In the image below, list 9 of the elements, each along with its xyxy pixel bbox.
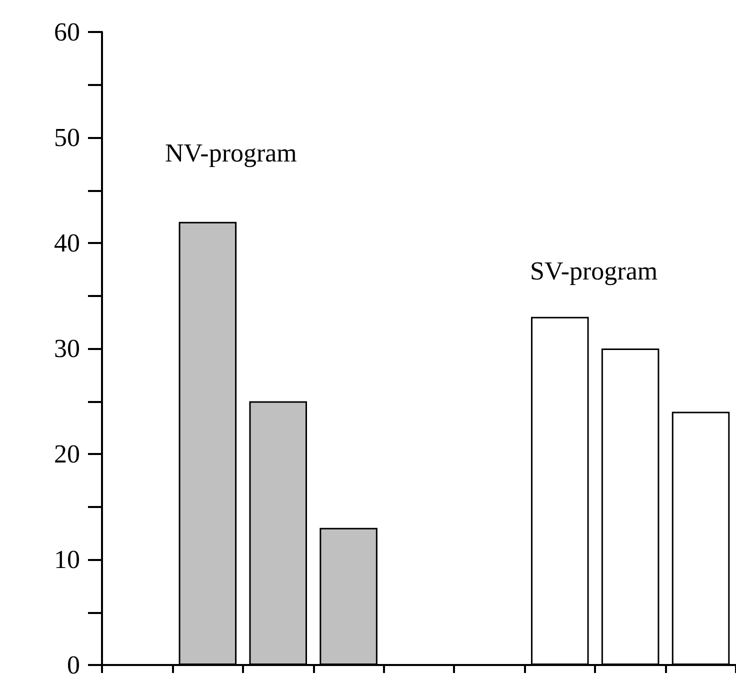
y-tick-label: 60 <box>54 18 80 46</box>
y-tick-label: 40 <box>54 228 80 258</box>
y-tick-label: 30 <box>54 334 80 363</box>
y-tick-label: 0 <box>67 650 80 680</box>
y-tick-label: 50 <box>54 123 80 152</box>
annotation: NV-program <box>165 138 297 168</box>
annotation: SV-program <box>530 256 658 286</box>
y-tick-label: 20 <box>54 440 80 468</box>
y-tick-label: 10 <box>54 545 80 574</box>
